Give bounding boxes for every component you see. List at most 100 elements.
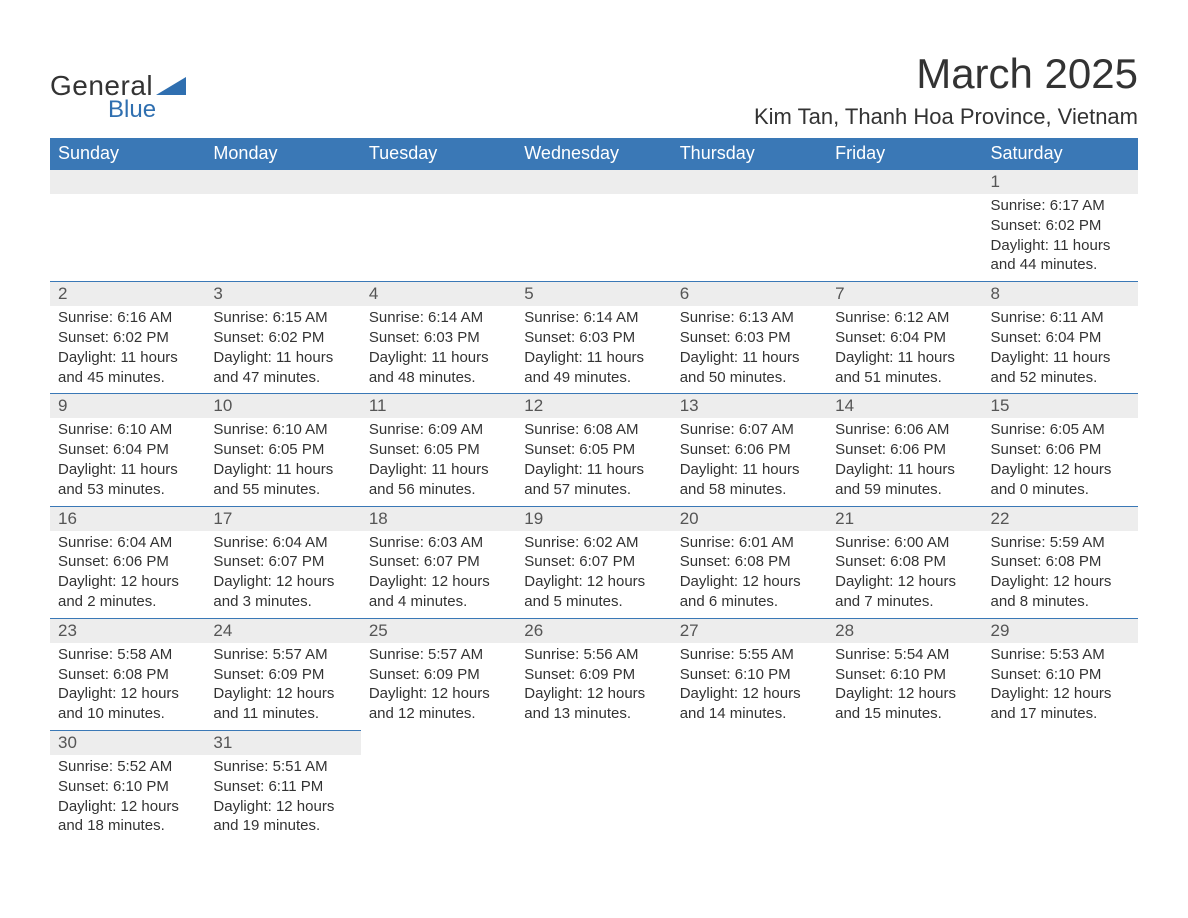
- day-number-empty: [50, 170, 205, 195]
- daylight-text: Daylight: 12 hours and 14 minutes.: [680, 684, 819, 724]
- sunrise-text: Sunrise: 6:13 AM: [680, 308, 819, 328]
- day-number: 26: [516, 618, 671, 643]
- day-details: Sunrise: 6:09 AMSunset: 6:05 PMDaylight:…: [361, 418, 516, 506]
- sunset-text: Sunset: 6:07 PM: [524, 552, 663, 572]
- day-details-row: Sunrise: 6:17 AMSunset: 6:02 PMDaylight:…: [50, 194, 1138, 282]
- day-details: Sunrise: 6:04 AMSunset: 6:07 PMDaylight:…: [205, 531, 360, 619]
- day-details: Sunrise: 5:54 AMSunset: 6:10 PMDaylight:…: [827, 643, 982, 731]
- sunset-text: Sunset: 6:08 PM: [58, 665, 197, 685]
- daylight-text: Daylight: 12 hours and 6 minutes.: [680, 572, 819, 612]
- daylight-text: Daylight: 12 hours and 8 minutes.: [991, 572, 1130, 612]
- daylight-text: Daylight: 11 hours and 58 minutes.: [680, 460, 819, 500]
- sunrise-text: Sunrise: 5:55 AM: [680, 645, 819, 665]
- sunrise-text: Sunrise: 6:01 AM: [680, 533, 819, 553]
- day-details: Sunrise: 6:10 AMSunset: 6:05 PMDaylight:…: [205, 418, 360, 506]
- day-details-empty: [827, 194, 982, 282]
- day-details: Sunrise: 6:12 AMSunset: 6:04 PMDaylight:…: [827, 306, 982, 394]
- header: General Blue March 2025 Kim Tan, Thanh H…: [50, 50, 1138, 130]
- sunrise-text: Sunrise: 6:04 AM: [213, 533, 352, 553]
- day-details-row: Sunrise: 5:58 AMSunset: 6:08 PM Daylight:…: [50, 643, 1138, 731]
- sunrise-text: Sunrise: 6:14 AM: [524, 308, 663, 328]
- sunset-text: Sunset: 6:08 PM: [835, 552, 974, 572]
- sunrise-text: Sunrise: 5:57 AM: [369, 645, 508, 665]
- sunset-text: Sunset: 6:08 PM: [991, 552, 1130, 572]
- day-number-empty: [827, 730, 982, 755]
- day-number: 17: [205, 506, 360, 531]
- sunrise-text: Sunrise: 6:05 AM: [991, 420, 1130, 440]
- sunrise-text: Sunrise: 6:12 AM: [835, 308, 974, 328]
- sunrise-text: Sunrise: 6:08 AM: [524, 420, 663, 440]
- daylight-text: Daylight: 11 hours and 52 minutes.: [991, 348, 1130, 388]
- sunrise-text: Sunrise: 6:10 AM: [213, 420, 352, 440]
- day-details: Sunrise: 5:57 AMSunset: 6:09 PMDaylight:…: [205, 643, 360, 731]
- sunset-text: Sunset: 6:03 PM: [680, 328, 819, 348]
- day-number-empty: [516, 170, 671, 195]
- daylight-text: Daylight: 12 hours and 4 minutes.: [369, 572, 508, 612]
- day-number: 27: [672, 618, 827, 643]
- day-details: Sunrise: 6:01 AMSunset: 6:08 PMDaylight:…: [672, 531, 827, 619]
- sunrise-text: Sunrise: 5:52 AM: [58, 757, 197, 777]
- sunset-text: Sunset: 6:05 PM: [369, 440, 508, 460]
- daylight-text: Daylight: 12 hours and 7 minutes.: [835, 572, 974, 612]
- day-number-empty: [361, 170, 516, 195]
- day-details: Sunrise: 5:56 AMSunset: 6:09 PMDaylight:…: [516, 643, 671, 731]
- day-details-row: Sunrise: 5:52 AMSunset: 6:10 PM Daylight:…: [50, 755, 1138, 842]
- sunset-text: Sunset: 6:07 PM: [213, 552, 352, 572]
- sunset-text: Sunset: 6:07 PM: [369, 552, 508, 572]
- day-details: Sunrise: 6:02 AMSunset: 6:07 PMDaylight:…: [516, 531, 671, 619]
- day-details: Sunrise: 5:53 AMSunset: 6:10 PMDaylight:…: [983, 643, 1138, 731]
- day-details: Sunrise: 6:16 AMSunset: 6:02 PMDaylight:…: [50, 306, 205, 394]
- sunrise-text: Sunrise: 5:59 AM: [991, 533, 1130, 553]
- daylight-text: Daylight: 11 hours and 57 minutes.: [524, 460, 663, 500]
- day-number: 5: [516, 282, 671, 307]
- sunset-text: Sunset: 6:02 PM: [58, 328, 197, 348]
- weekday-header: Friday: [827, 138, 982, 170]
- day-details: Sunrise: 6:04 AMSunset: 6:06 PMDaylight:…: [50, 531, 205, 619]
- sunrise-text: Sunrise: 5:53 AM: [991, 645, 1130, 665]
- daylight-text: Daylight: 11 hours and 49 minutes.: [524, 348, 663, 388]
- day-number: 18: [361, 506, 516, 531]
- sunset-text: Sunset: 6:09 PM: [524, 665, 663, 685]
- day-details: Sunrise: 6:10 AMSunset: 6:04 PMDaylight:…: [50, 418, 205, 506]
- day-number-row: 9101112131415: [50, 394, 1138, 419]
- weekday-header: Tuesday: [361, 138, 516, 170]
- day-number: 1: [983, 170, 1138, 195]
- day-number: 20: [672, 506, 827, 531]
- sunset-text: Sunset: 6:06 PM: [991, 440, 1130, 460]
- day-number: 7: [827, 282, 982, 307]
- weekday-header: Saturday: [983, 138, 1138, 170]
- sunset-text: Sunset: 6:04 PM: [835, 328, 974, 348]
- logo-text-blue: Blue: [108, 96, 156, 124]
- sunset-text: Sunset: 6:10 PM: [58, 777, 197, 797]
- sunset-text: Sunset: 6:08 PM: [680, 552, 819, 572]
- sunset-text: Sunset: 6:10 PM: [991, 665, 1130, 685]
- daylight-text: Daylight: 12 hours and 13 minutes.: [524, 684, 663, 724]
- day-number: 21: [827, 506, 982, 531]
- day-number: 24: [205, 618, 360, 643]
- day-number: 12: [516, 394, 671, 419]
- day-number-empty: [516, 730, 671, 755]
- day-number-empty: [205, 170, 360, 195]
- daylight-text: Daylight: 11 hours and 44 minutes.: [991, 236, 1130, 276]
- day-number-row: 3031: [50, 730, 1138, 755]
- day-number: 14: [827, 394, 982, 419]
- daylight-text: Daylight: 12 hours and 19 minutes.: [213, 797, 352, 837]
- day-number: 9: [50, 394, 205, 419]
- daylight-text: Daylight: 12 hours and 5 minutes.: [524, 572, 663, 612]
- day-details-empty: [361, 194, 516, 282]
- day-number: 6: [672, 282, 827, 307]
- day-details: Sunrise: 5:55 AMSunset: 6:10 PMDaylight:…: [672, 643, 827, 731]
- month-title: March 2025: [754, 50, 1138, 98]
- day-details-empty: [361, 755, 516, 842]
- calendar-body: 1Sunrise: 6:17 AMSunset: 6:02 PMDaylight…: [50, 170, 1138, 843]
- day-details-empty: [516, 755, 671, 842]
- day-details: Sunrise: 6:13 AMSunset: 6:03 PMDaylight:…: [672, 306, 827, 394]
- weekday-header: Thursday: [672, 138, 827, 170]
- daylight-text: Daylight: 11 hours and 53 minutes.: [58, 460, 197, 500]
- day-number: 29: [983, 618, 1138, 643]
- sunrise-text: Sunrise: 6:11 AM: [991, 308, 1130, 328]
- sunrise-text: Sunrise: 5:58 AM: [58, 645, 197, 665]
- sunset-text: Sunset: 6:05 PM: [213, 440, 352, 460]
- logo: General Blue: [50, 50, 186, 124]
- daylight-text: Daylight: 12 hours and 12 minutes.: [369, 684, 508, 724]
